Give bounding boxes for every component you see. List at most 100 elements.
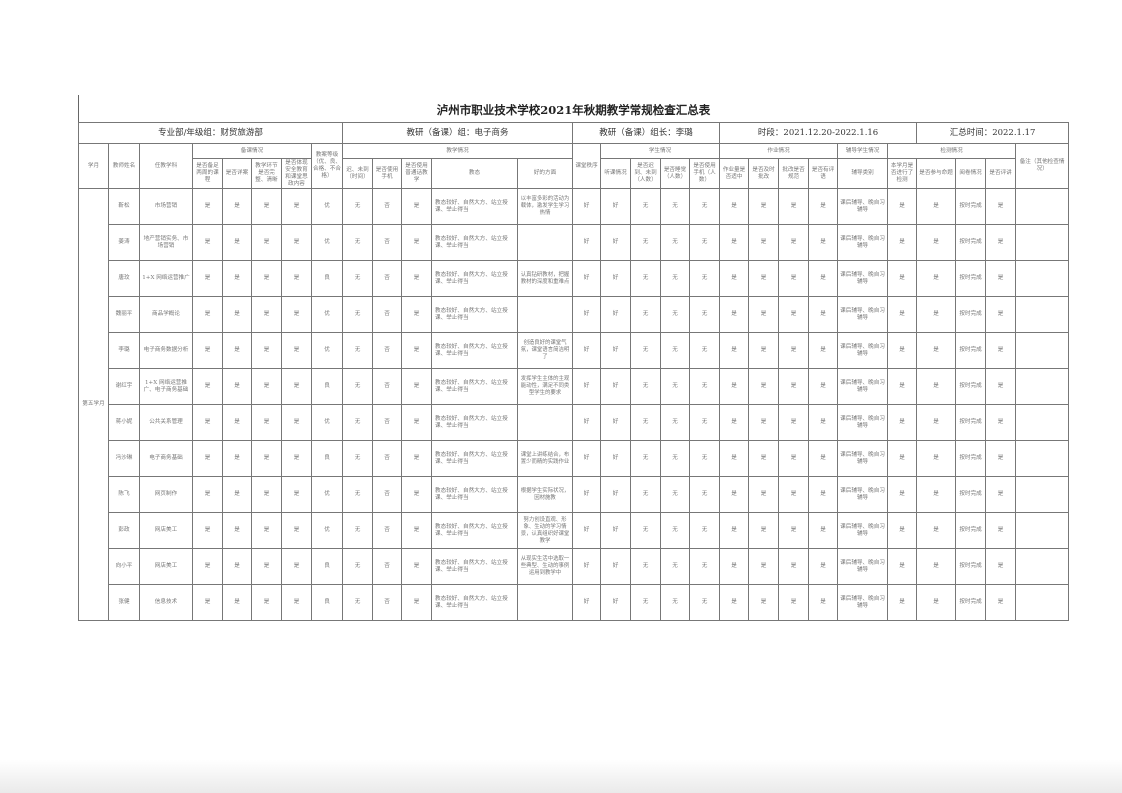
header-sub-row: 是否备足两周的课程 是否详案 教学环节是否完整、清晰 是否体现安全教育和课堂思政…	[79, 158, 1069, 189]
manner-cell: 教态较好、自然大方、站立授课、举止得当	[431, 188, 518, 225]
teacher-name-cell: 李璐	[108, 332, 140, 369]
prep-cell: 是	[222, 404, 252, 441]
homework-cell: 是	[719, 332, 750, 369]
teach-cell: 无	[342, 368, 373, 405]
prep-cell: 是	[222, 224, 252, 261]
test-cell: 按时完成	[955, 512, 987, 549]
remark-cell	[1015, 224, 1070, 261]
student-cell: 无	[660, 368, 691, 405]
student-cell: 无	[630, 512, 662, 549]
teacher-name-cell: 向小平	[108, 548, 140, 585]
student-cell: 无	[630, 224, 662, 261]
student-cell: 无	[630, 404, 662, 441]
plan-grade-cell: 优	[311, 512, 343, 549]
test-cell: 是	[985, 512, 1017, 549]
test-cell: 是	[916, 584, 957, 621]
homework-cell: 是	[719, 260, 750, 297]
prep-cell: 是	[192, 296, 223, 333]
period-label: 时段：2021.12.20-2022.1.16	[719, 122, 918, 144]
teacher-name-cell: 张健	[108, 584, 140, 621]
student-cell: 无	[630, 332, 662, 369]
homework-cell: 是	[808, 476, 839, 513]
homework-cell: 是	[748, 584, 780, 621]
test-cell: 按时完成	[955, 296, 987, 333]
homework-cell: 是	[748, 512, 780, 549]
homework-cell: 是	[748, 260, 780, 297]
table-row: 李璐 电子商务数据分析是是是是优无否是教态较好、自然大方、站立授课、举止得当 创造良…	[79, 332, 1070, 369]
student-cell: 好	[600, 548, 632, 585]
strengths-cell: 认真钻研教材，把握教材的深度和重难点	[516, 260, 574, 297]
table-row: 姜涛 地产营销实务、市场营销是是是是优无否是教态较好、自然大方、站立授课、举止得当…	[79, 224, 1070, 261]
test-cell: 是	[887, 296, 918, 333]
prep-cell: 是	[281, 512, 312, 549]
prep-cell: 是	[222, 260, 252, 297]
header-tutor-group: 辅导学生情况	[837, 143, 889, 159]
header-teach: 好的方面	[516, 158, 574, 189]
department-label: 专业部/年级组：财贸旅游部	[78, 122, 343, 144]
teach-cell: 否	[372, 224, 402, 261]
prep-cell: 是	[192, 476, 223, 513]
prep-cell: 是	[281, 476, 312, 513]
student-cell: 好	[600, 332, 632, 369]
header-student: 是否睡觉（人数）	[660, 158, 691, 189]
strengths-cell	[516, 584, 574, 621]
homework-cell: 是	[748, 404, 780, 441]
homework-cell: 是	[719, 440, 750, 477]
prep-cell: 是	[251, 260, 282, 297]
header-test: 是否评讲	[985, 158, 1017, 189]
student-cell: 无	[689, 332, 721, 369]
teach-cell: 否	[372, 584, 402, 621]
prep-cell: 是	[251, 584, 282, 621]
test-cell: 按时完成	[955, 224, 987, 261]
student-cell: 好	[600, 440, 632, 477]
homework-cell: 是	[778, 476, 810, 513]
remark-cell	[1015, 512, 1070, 549]
student-cell: 无	[660, 440, 691, 477]
strengths-cell: 发挥学生主体的主观能动性，满足不同类型学生的要求	[516, 368, 574, 405]
tutor-cell: 课后辅导、晚自习辅导	[837, 224, 889, 261]
test-cell: 按时完成	[955, 548, 987, 585]
tutor-cell: 课后辅导、晚自习辅导	[837, 440, 889, 477]
homework-cell: 是	[808, 224, 839, 261]
subject-cell: 网店美工	[139, 548, 193, 585]
table-row: 蒋小妮 公共关系管理是是是是优无否是教态较好、自然大方、站立授课、举止得当好好无无…	[79, 404, 1070, 441]
plan-grade-cell: 优	[311, 188, 343, 225]
homework-cell: 是	[778, 260, 810, 297]
test-cell: 是	[916, 224, 957, 261]
tutor-cell: 课后辅导、晚自习辅导	[837, 260, 889, 297]
teach-cell: 是	[401, 404, 432, 441]
header-homework: 批改是否规范	[778, 158, 810, 189]
header-homework: 是否有评语	[808, 158, 839, 189]
prep-cell: 是	[192, 584, 223, 621]
subject-cell: 网店美工	[139, 512, 193, 549]
remark-cell	[1015, 296, 1070, 333]
strengths-cell: 从现实生活中选取一些典型、生动的事例运用到教学中	[516, 548, 574, 585]
header-prep: 是否备足两周的课程	[192, 158, 223, 189]
strengths-cell	[516, 224, 574, 261]
header-month: 学月	[78, 143, 109, 189]
homework-cell: 是	[808, 512, 839, 549]
student-cell: 无	[660, 404, 691, 441]
teacher-name-cell: 魏丽平	[108, 296, 140, 333]
header-plan-grade: 教案等级（优、良、合格、不合格）	[311, 143, 343, 189]
test-cell: 是	[887, 476, 918, 513]
teach-cell: 无	[342, 188, 373, 225]
header-student: 是否迟到、未到（人数）	[630, 158, 662, 189]
student-cell: 无	[689, 260, 721, 297]
table-row: 彭政 网店美工是是是是优无否是教态较好、自然大方、站立授课、举止得当 努力创设直观、…	[79, 512, 1070, 549]
prep-cell: 是	[192, 404, 223, 441]
teach-cell: 否	[372, 260, 402, 297]
order-cell: 好	[572, 188, 602, 225]
remark-cell	[1015, 476, 1070, 513]
prep-cell: 是	[222, 512, 252, 549]
homework-cell: 是	[808, 548, 839, 585]
plan-grade-cell: 优	[311, 296, 343, 333]
subject-cell: 电子商务数据分析	[139, 332, 193, 369]
header-teach: 是否使用手机	[372, 158, 402, 189]
prep-cell: 是	[222, 440, 252, 477]
homework-cell: 是	[778, 404, 810, 441]
homework-cell: 是	[748, 224, 780, 261]
tutor-cell: 课后辅导、晚自习辅导	[837, 296, 889, 333]
student-cell: 无	[660, 296, 691, 333]
teach-cell: 是	[401, 224, 432, 261]
